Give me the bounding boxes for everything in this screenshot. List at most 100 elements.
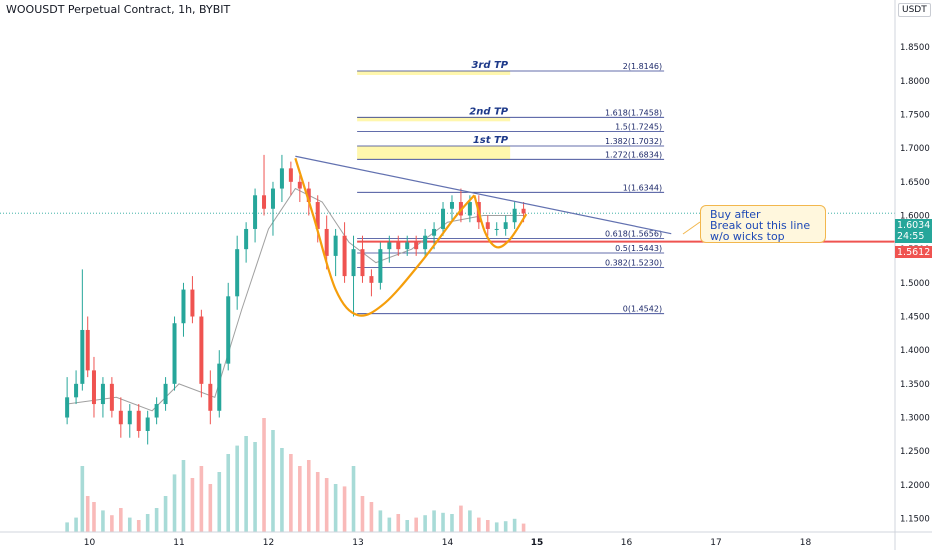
annotation-note[interactable]: Buy after Break out this line w/o wicks …	[700, 205, 826, 243]
current-price-badge: 1.6034 24:55	[895, 219, 932, 243]
volume-bar	[387, 517, 392, 532]
volume-bar	[342, 486, 347, 532]
handle-curve	[473, 194, 528, 249]
volume-bar	[324, 478, 329, 532]
volume-bar	[92, 502, 96, 532]
volume-bar	[217, 472, 222, 532]
candle-body	[405, 242, 410, 250]
candle-body	[306, 188, 311, 203]
tp-zone	[357, 70, 511, 75]
volume-bar	[74, 517, 78, 532]
candle-body	[512, 208, 517, 223]
volume-bar	[172, 474, 177, 532]
candle-body	[217, 363, 222, 411]
candle-body	[253, 195, 258, 229]
volume-bar	[85, 496, 90, 532]
candle-body	[244, 228, 249, 250]
candle-body	[154, 404, 159, 418]
volume-bar	[351, 466, 356, 532]
candle-body	[414, 242, 419, 250]
candle-body	[494, 228, 499, 230]
candle-body	[315, 202, 320, 229]
volume-bar	[110, 515, 114, 532]
candle-body	[181, 289, 186, 324]
volume-bar	[494, 522, 499, 532]
y-tick-label: 1.4500	[900, 313, 930, 323]
fib-label: 1(1.6344)	[623, 183, 662, 192]
candle-body	[503, 222, 508, 229]
candle-body	[65, 397, 70, 418]
volume-bar	[154, 508, 159, 532]
volume-bar	[199, 466, 204, 532]
tp-zones: 3rd TP 2nd TP 1st TP	[357, 60, 511, 160]
candle-body	[342, 235, 347, 277]
y-tick-label: 1.2000	[900, 481, 930, 491]
candle-body	[324, 228, 329, 256]
volume-bar	[208, 484, 213, 532]
fib-label: 1.272(1.6834)	[605, 150, 662, 159]
volume-bar	[163, 496, 168, 532]
volume-bar	[80, 466, 85, 532]
candle-body	[279, 168, 284, 189]
y-tick-label: 1.6000	[900, 211, 930, 221]
note-line: Break out this line	[710, 219, 811, 232]
volume-bar	[136, 520, 141, 532]
drawings	[294, 155, 701, 317]
y-tick-label: 1.3000	[900, 414, 930, 424]
volume-bar	[503, 521, 508, 532]
candle-body	[172, 323, 177, 384]
cup-curve	[294, 157, 476, 317]
candle-body	[396, 242, 401, 250]
candle-body	[85, 329, 90, 371]
volume-bar	[450, 514, 454, 532]
volume-bar	[65, 522, 69, 532]
current-price-value: 1.6034	[897, 220, 931, 231]
volume-bar	[333, 484, 338, 532]
note-pointer	[682, 221, 701, 235]
moving-average	[67, 187, 524, 412]
candle-body	[387, 242, 392, 250]
note-line: w/o wicks top	[710, 230, 785, 243]
currency-button[interactable]: USDT	[898, 3, 931, 17]
volume-bar	[468, 510, 472, 532]
fib-label: 1.618(1.7458)	[605, 108, 662, 117]
x-tick-label: 11	[173, 538, 184, 548]
x-tick-label: 14	[442, 538, 454, 548]
volume-bar	[271, 430, 275, 532]
candle-body	[369, 276, 374, 283]
candle-body	[145, 417, 150, 431]
candle-body	[262, 195, 267, 209]
fib-label: 0(1.4542)	[623, 305, 662, 314]
candle-body	[378, 249, 383, 283]
volume-bar	[485, 520, 490, 532]
candle-body	[109, 383, 114, 411]
y-tick-label: 1.6500	[900, 178, 930, 188]
tp-label: 3rd TP	[471, 60, 508, 71]
y-tick-label: 1.5000	[900, 279, 930, 289]
y-tick-label: 1.8500	[900, 43, 930, 53]
x-tick-label: 17	[710, 538, 721, 548]
volume-bar	[306, 460, 311, 532]
x-tick-label: 10	[84, 538, 96, 548]
fib-label: 0.382(1.5230)	[605, 258, 662, 267]
volume-bar	[262, 418, 266, 532]
candle-body	[270, 188, 275, 209]
x-tick-label: 18	[800, 538, 812, 548]
y-tick-label: 1.8000	[900, 77, 930, 87]
volume-bar	[119, 508, 123, 532]
volume-bar	[235, 445, 239, 532]
fib-levels: 2(1.8146) 1.618(1.7458) 1.5(1.7245) 1.382(1…	[357, 62, 665, 315]
volume-bar	[244, 436, 248, 532]
volume-bar	[441, 512, 445, 532]
volume-bar	[280, 448, 284, 532]
candle-body	[432, 228, 437, 236]
candle-body	[485, 222, 490, 229]
ma-line	[67, 187, 524, 412]
x-tick-label: 12	[263, 538, 274, 548]
volume-bar	[432, 510, 436, 532]
volume-bar	[360, 496, 365, 532]
candle-body	[226, 296, 231, 364]
y-tick-label: 1.3500	[900, 380, 930, 390]
